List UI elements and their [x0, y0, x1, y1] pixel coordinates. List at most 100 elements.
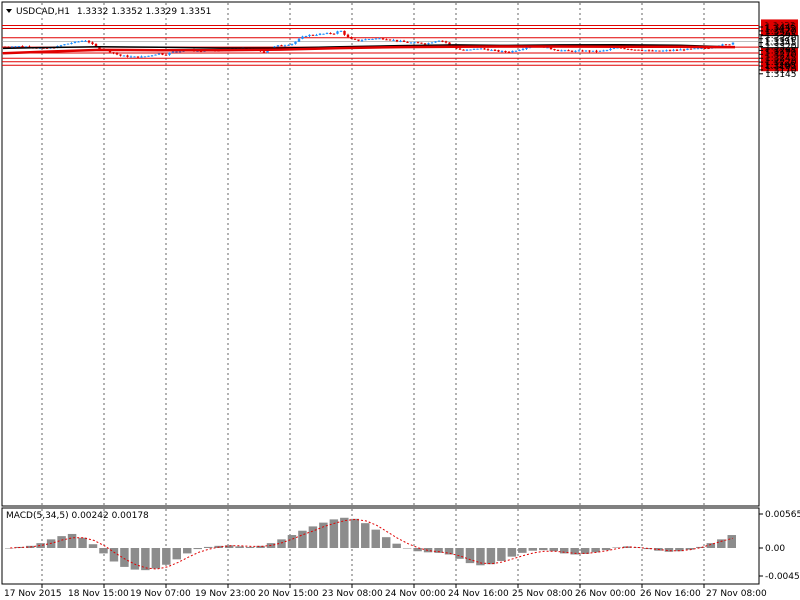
candle-body	[350, 37, 353, 39]
candle-body	[651, 50, 654, 52]
candle-body	[73, 41, 77, 43]
candle-body	[304, 36, 308, 38]
macd-label: MACD(5,34,5) 0.00242 0.00178	[6, 511, 149, 521]
candle-body	[521, 48, 525, 50]
candle-body	[679, 49, 682, 51]
macd-bar	[287, 535, 297, 548]
macd-bar	[601, 548, 611, 551]
candle-body	[721, 44, 724, 46]
candle-body	[490, 49, 493, 51]
candle-body	[497, 50, 500, 52]
candle-body	[619, 47, 623, 49]
candle-body	[150, 55, 154, 57]
candle-body	[661, 50, 665, 52]
macd-bar	[507, 548, 517, 557]
macd-bar	[528, 548, 538, 551]
time-tick-label: 23 Nov 08:00	[322, 589, 383, 599]
candle-body	[553, 49, 556, 51]
candle-body	[458, 48, 462, 50]
candle-body	[17, 46, 21, 48]
candle-body	[430, 42, 434, 44]
candle-body	[63, 44, 66, 46]
candle-body	[427, 43, 430, 45]
dropdown-arrow-icon[interactable]	[6, 9, 12, 13]
macd-bar	[319, 522, 328, 548]
grid-lines	[41, 3, 705, 583]
candle-body	[325, 33, 329, 35]
candle-body	[395, 39, 399, 42]
macd-bar	[476, 548, 485, 566]
candle-body	[91, 42, 94, 44]
candle-body	[171, 51, 175, 53]
candle-body	[126, 55, 129, 57]
macd-bar	[36, 543, 45, 548]
candle-body	[640, 50, 644, 52]
candle-body	[402, 40, 406, 42]
macd-bar	[591, 548, 600, 553]
time-tick-label: 26 Nov 16:00	[640, 589, 701, 599]
candle-body	[98, 46, 101, 50]
axes: 17 Nov 2015 18 Nov 15:00 19 Nov 07:00 19 No…	[4, 23, 800, 599]
candle-body	[647, 50, 651, 52]
candle-body	[308, 34, 311, 37]
candle-body	[609, 48, 612, 51]
candle-body	[147, 55, 150, 57]
macd-bar	[497, 548, 506, 561]
macd-bar	[350, 518, 360, 548]
price-panel[interactable]	[1, 1, 760, 507]
macd-bar	[340, 517, 349, 548]
candle-body	[413, 42, 416, 44]
candle-body	[504, 50, 507, 52]
candle-body	[367, 38, 371, 40]
macd-bar	[580, 548, 590, 554]
macd-bar	[256, 545, 265, 548]
macd-bar	[277, 539, 286, 548]
time-tick-label: 26 Nov 00:00	[575, 589, 636, 599]
macd-bar	[99, 548, 108, 554]
candle-body	[409, 42, 413, 44]
time-tick-label: 24 Nov 00:00	[385, 589, 446, 599]
macd-panel[interactable]	[1, 507, 760, 585]
candle-body	[315, 34, 318, 36]
candle-body	[42, 47, 45, 49]
macd-bar	[67, 533, 77, 548]
macd-bar	[518, 548, 527, 553]
time-tick-label: 27 Nov 08:00	[706, 589, 767, 599]
candle-body	[434, 41, 437, 43]
candle-body	[644, 50, 647, 52]
candle-body	[374, 38, 378, 40]
candle-body	[591, 50, 595, 52]
macd-bar	[193, 548, 202, 550]
candle-body	[399, 40, 402, 42]
price-tick-label: 1.3170	[765, 66, 797, 76]
candle-body	[353, 38, 357, 40]
macd-bar	[696, 546, 705, 548]
candle-body	[140, 56, 143, 58]
candle-body	[595, 50, 598, 52]
candle-body	[66, 43, 70, 45]
macd-bar	[162, 548, 171, 565]
candle-body	[381, 38, 385, 40]
candle-body	[297, 38, 301, 42]
candle-body	[672, 49, 675, 51]
candle-body	[332, 33, 336, 35]
candle-body	[682, 49, 686, 51]
candle-body	[577, 50, 581, 52]
candle-body	[637, 49, 640, 51]
price-tick-label: 1.3445	[765, 23, 797, 33]
macd-bar	[329, 519, 339, 548]
candle-body	[465, 49, 469, 51]
candle-body	[115, 53, 119, 55]
candle-body	[329, 33, 332, 35]
candle-body	[441, 40, 444, 42]
candle-body	[143, 56, 147, 58]
macd-bar	[308, 526, 318, 548]
moving-averages	[2, 44, 736, 55]
macd-bar	[109, 548, 119, 562]
candle-body	[423, 43, 427, 45]
candle-body	[273, 46, 276, 48]
candle-body	[476, 48, 479, 50]
candle-body	[266, 50, 269, 53]
candle-body	[731, 42, 735, 45]
